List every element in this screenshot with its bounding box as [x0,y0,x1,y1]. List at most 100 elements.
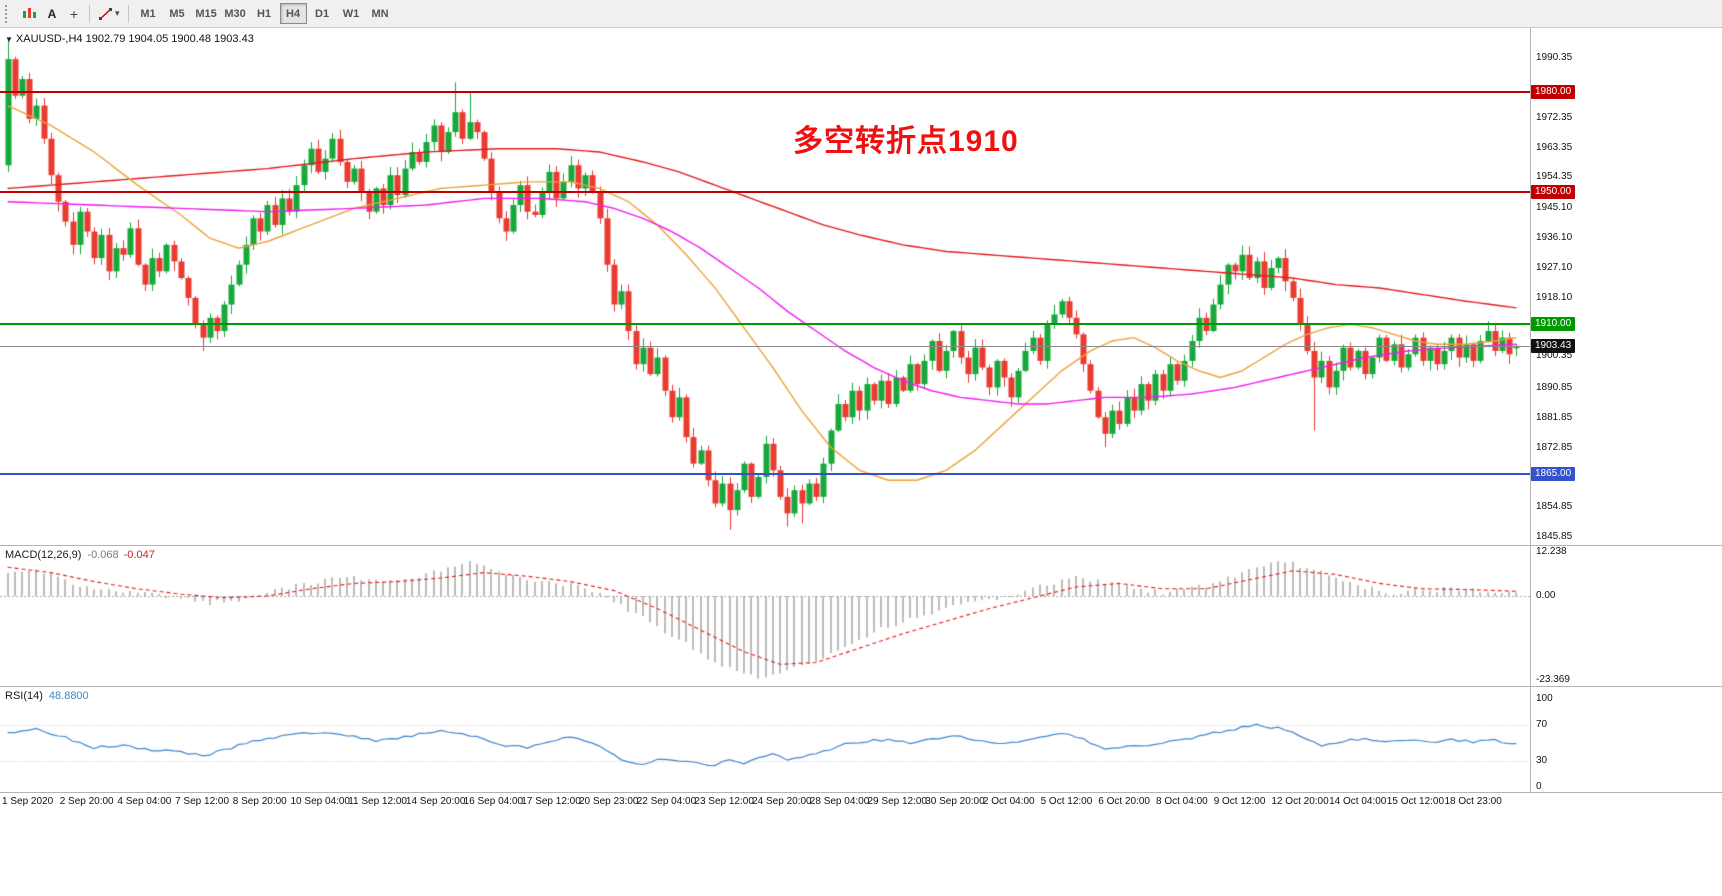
time-axis-label: 17 Sep 12:00 [521,796,581,807]
price-line-badge-1865.00: 1865.00 [1531,466,1576,481]
pane-separator[interactable] [0,686,1722,687]
price-axis-tick: 1872.85 [1536,441,1573,453]
time-axis-label: 22 Sep 04:00 [636,796,697,807]
chart-type-button[interactable] [17,3,41,25]
letter-a-icon: A [47,6,57,21]
rsi-axis-label: 70 [1536,719,1548,731]
timeframe-button-H1[interactable]: H1 [251,3,278,24]
price-axis-tick: 1972.35 [1536,111,1573,123]
time-axis-label: 30 Sep 20:00 [925,796,985,807]
time-axis-label: 9 Oct 12:00 [1213,796,1266,807]
time-axis-label: 7 Sep 12:00 [175,796,230,807]
price-line-badge-1910.00: 1910.00 [1531,317,1576,332]
toolbar-drag-handle[interactable] [5,4,12,23]
toolbar: A + ▾ M1 M5 M15 M30 H1 H4 D1 W1 MN [0,0,1722,28]
hline-1980.00[interactable] [0,91,1530,94]
time-axis[interactable]: 1 Sep 2020 2 Sep 20:00 4 Sep 04:00 7 Sep 12… [0,793,1530,813]
macd-axis-label: -23.369 [1536,674,1570,685]
time-axis-label: 2 Oct 04:00 [982,796,1035,807]
macd-signal-value: -0.047 [123,549,155,561]
time-axis-label: 28 Sep 04:00 [809,796,870,807]
macd-canvas[interactable] [0,546,1530,686]
time-axis-label: 20 Sep 23:00 [579,796,639,807]
toolbar-separator [89,4,90,23]
draw-tools-button[interactable]: ▾ [94,3,124,25]
rsi-axis-label: 0 [1536,781,1542,792]
time-axis-label: 12 Oct 20:00 [1271,796,1329,807]
chart-annotation[interactable]: 多空转折点1910 [793,125,1019,158]
time-axis-label: 8 Sep 20:00 [232,796,287,807]
crosshair-icon: + [69,5,79,22]
timeframe-button-MN[interactable]: MN [367,3,394,24]
price-axis-border [1530,28,1531,792]
current-price-badge: 1903.43 [1531,339,1576,354]
macd-axis-label: 0.00 [1536,589,1556,601]
rsi-canvas[interactable] [0,687,1530,792]
rsi-title: RSI(14) [5,690,43,702]
pane-separator[interactable] [0,545,1722,546]
crosshair-button[interactable]: + [63,3,85,25]
time-axis-label: 18 Oct 23:00 [1444,796,1502,807]
current-price-line [0,346,1530,348]
rsi-value: 48.8800 [48,690,89,702]
timeframe-button-W1[interactable]: W1 [338,3,365,24]
macd-axis-label: 12.238 [1536,546,1567,557]
time-axis-label: 1 Sep 2020 [2,796,54,807]
time-axis-label: 2 Sep 20:00 [59,796,114,807]
candlestick-chart-icon [23,7,36,18]
price-axis-tick: 1945.10 [1536,202,1573,214]
pane-separator [0,792,1722,793]
time-axis-label: 14 Sep 20:00 [405,796,466,807]
price-axis-tick: 1881.85 [1536,411,1573,423]
time-axis-label: 16 Sep 04:00 [463,796,524,807]
macd-main-value: -0.068 [87,549,119,561]
chart-header: ▼ XAUUSD-,H4 1902.79 1904.05 1900.48 1903… [5,33,254,45]
price-line-badge-1980.00: 1980.00 [1531,85,1576,100]
time-axis-label: 23 Sep 12:00 [694,796,754,807]
rsi-header: RSI(14) 48.8800 [5,690,89,702]
timeframe-button-M15[interactable]: M15 [193,3,220,24]
hline-1950.00[interactable] [0,190,1530,193]
hline-1910.00[interactable] [0,323,1530,326]
macd-title: MACD(12,26,9) [5,549,82,561]
price-axis[interactable]: 1990.35 1972.35 1963.35 1954.35 1945.10 1936.… [1530,28,1722,545]
time-axis-label: 5 Oct 12:00 [1040,796,1093,807]
price-line-badge-1950.00: 1950.00 [1531,184,1576,199]
time-axis-label: 4 Sep 04:00 [117,796,172,807]
time-axis-label: 6 Oct 20:00 [1098,796,1150,807]
hline-1865.00[interactable] [0,472,1530,475]
time-axis-label: 11 Sep 12:00 [348,796,407,807]
timeframe-button-M30[interactable]: M30 [222,3,249,24]
time-axis-label: 29 Sep 12:00 [867,796,928,807]
time-axis-label: 14 Oct 04:00 [1329,796,1387,807]
trendline-icon [99,7,112,20]
price-axis-tick: 1890.85 [1536,381,1573,393]
candlestick-chart-canvas[interactable] [0,28,1530,545]
symbol-dropdown-icon[interactable]: ▼ [5,35,13,44]
time-axis-label: 8 Oct 04:00 [1156,796,1208,807]
auto-scroll-button[interactable]: A [41,3,63,25]
chart-ohlc-text: XAUUSD-,H4 1902.79 1904.05 1900.48 1903.… [15,33,254,45]
toolbar-separator [127,4,129,23]
timeframe-button-H4[interactable]: H4 [279,3,307,24]
price-axis-tick: 1845.85 [1536,531,1573,543]
price-axis-tick: 1918.10 [1536,291,1573,303]
price-axis-tick: 1900.35 [1536,350,1573,362]
price-axis-tick: 1854.85 [1536,501,1573,513]
time-axis-label: 10 Sep 04:00 [290,796,351,807]
timeframe-button-M1[interactable]: M1 [135,3,162,24]
caret-down-icon: ▾ [115,8,120,18]
time-axis-label: 15 Oct 12:00 [1386,796,1445,807]
price-axis-tick: 1954.35 [1536,171,1573,183]
price-axis-tick: 1963.35 [1536,141,1573,153]
rsi-axis-label: 30 [1536,754,1548,766]
price-axis-tick: 1936.10 [1536,231,1573,243]
price-axis-tick: 1990.35 [1536,52,1573,63]
timeframe-buttons: M1 M5 M15 M30 H1 H4 D1 W1 MN [135,3,394,24]
rsi-axis-label: 100 [1536,693,1553,704]
timeframe-button-D1[interactable]: D1 [309,3,336,24]
macd-header: MACD(12,26,9) -0.068 -0.047 [5,549,155,561]
price-axis-tick: 1927.10 [1536,261,1573,273]
timeframe-button-M5[interactable]: M5 [164,3,191,24]
